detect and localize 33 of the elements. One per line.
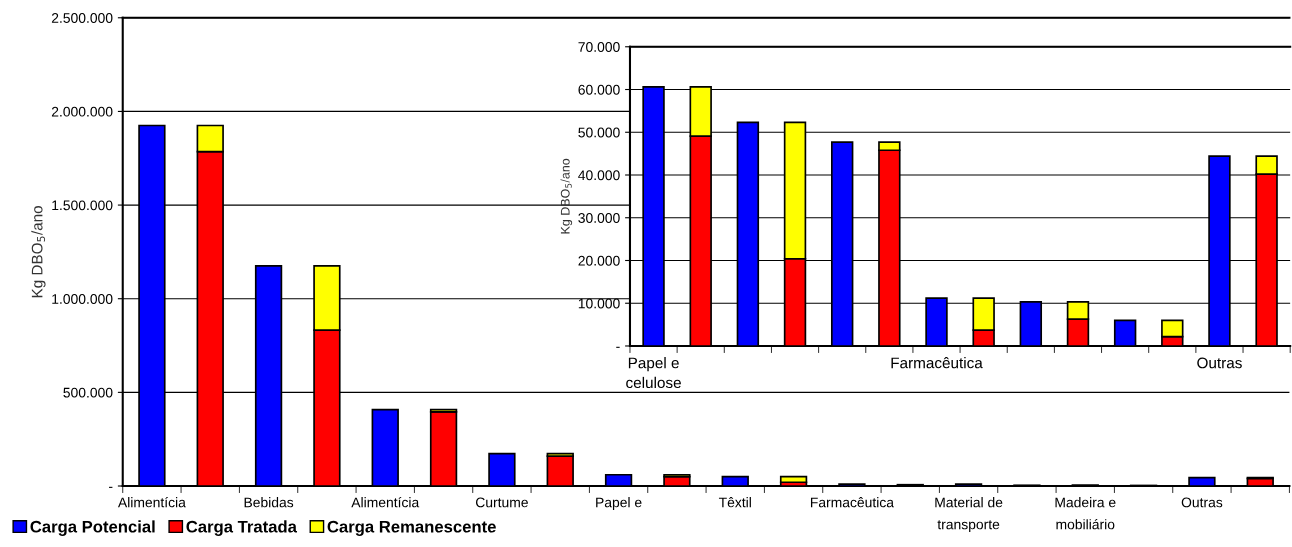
y-tick-label: 20.000 — [578, 255, 620, 266]
y-tick-label: 1.000.000 — [52, 294, 113, 304]
y-tick-label: 2.500.000 — [51, 13, 113, 23]
x-tick-label: Têxtil — [718, 497, 751, 508]
y-tick-label: 50.000 — [578, 127, 620, 138]
y-tick-label: 40.000 — [578, 170, 620, 181]
y-tick-label: 500.000 — [63, 387, 113, 398]
x-tick-label: Bebidas — [244, 497, 294, 508]
y-tick-label: - — [616, 346, 620, 348]
x-tick-label: Alimentícia — [117, 496, 186, 508]
bar — [779, 475, 808, 484]
x-tick-label: Madeira e mobiliário — [1055, 497, 1116, 530]
x-tick-label: Alimentícia — [351, 496, 420, 508]
y-tick-label: 60.000 — [578, 84, 620, 95]
x-tick-label: Outras — [1197, 357, 1242, 369]
x-tick-label: Farmacêutica — [810, 497, 894, 508]
y-axis-title: Kg DBO$_{5}$/ano — [560, 158, 573, 234]
x-tick-label: Farmacêutica — [891, 357, 983, 369]
y-tick-label: 10.000 — [578, 298, 620, 309]
legend-label: Carga Potencial — [30, 520, 155, 536]
y-tick-label: 30.000 — [578, 213, 620, 223]
y-tick-label: 70.000 — [578, 42, 620, 52]
x-tick-label: Curtume — [475, 497, 528, 508]
x-tick-label: Material de transporte — [935, 497, 1003, 533]
y-tick-label: 1.500.000 — [52, 200, 113, 211]
y-tick-label: 2.000.000 — [51, 106, 113, 117]
y-axis-title: Kg DBO$_{5}$/ano — [31, 205, 46, 298]
x-tick-label: Papel e celulose — [626, 357, 681, 389]
legend-label: Carga Tratada — [186, 520, 298, 536]
x-tick-label: Outras — [1181, 497, 1223, 508]
legend-label: Carga Remanescente — [327, 520, 496, 536]
x-tick-label: Papel e — [596, 497, 642, 511]
y-tick-label: - — [109, 486, 113, 488]
